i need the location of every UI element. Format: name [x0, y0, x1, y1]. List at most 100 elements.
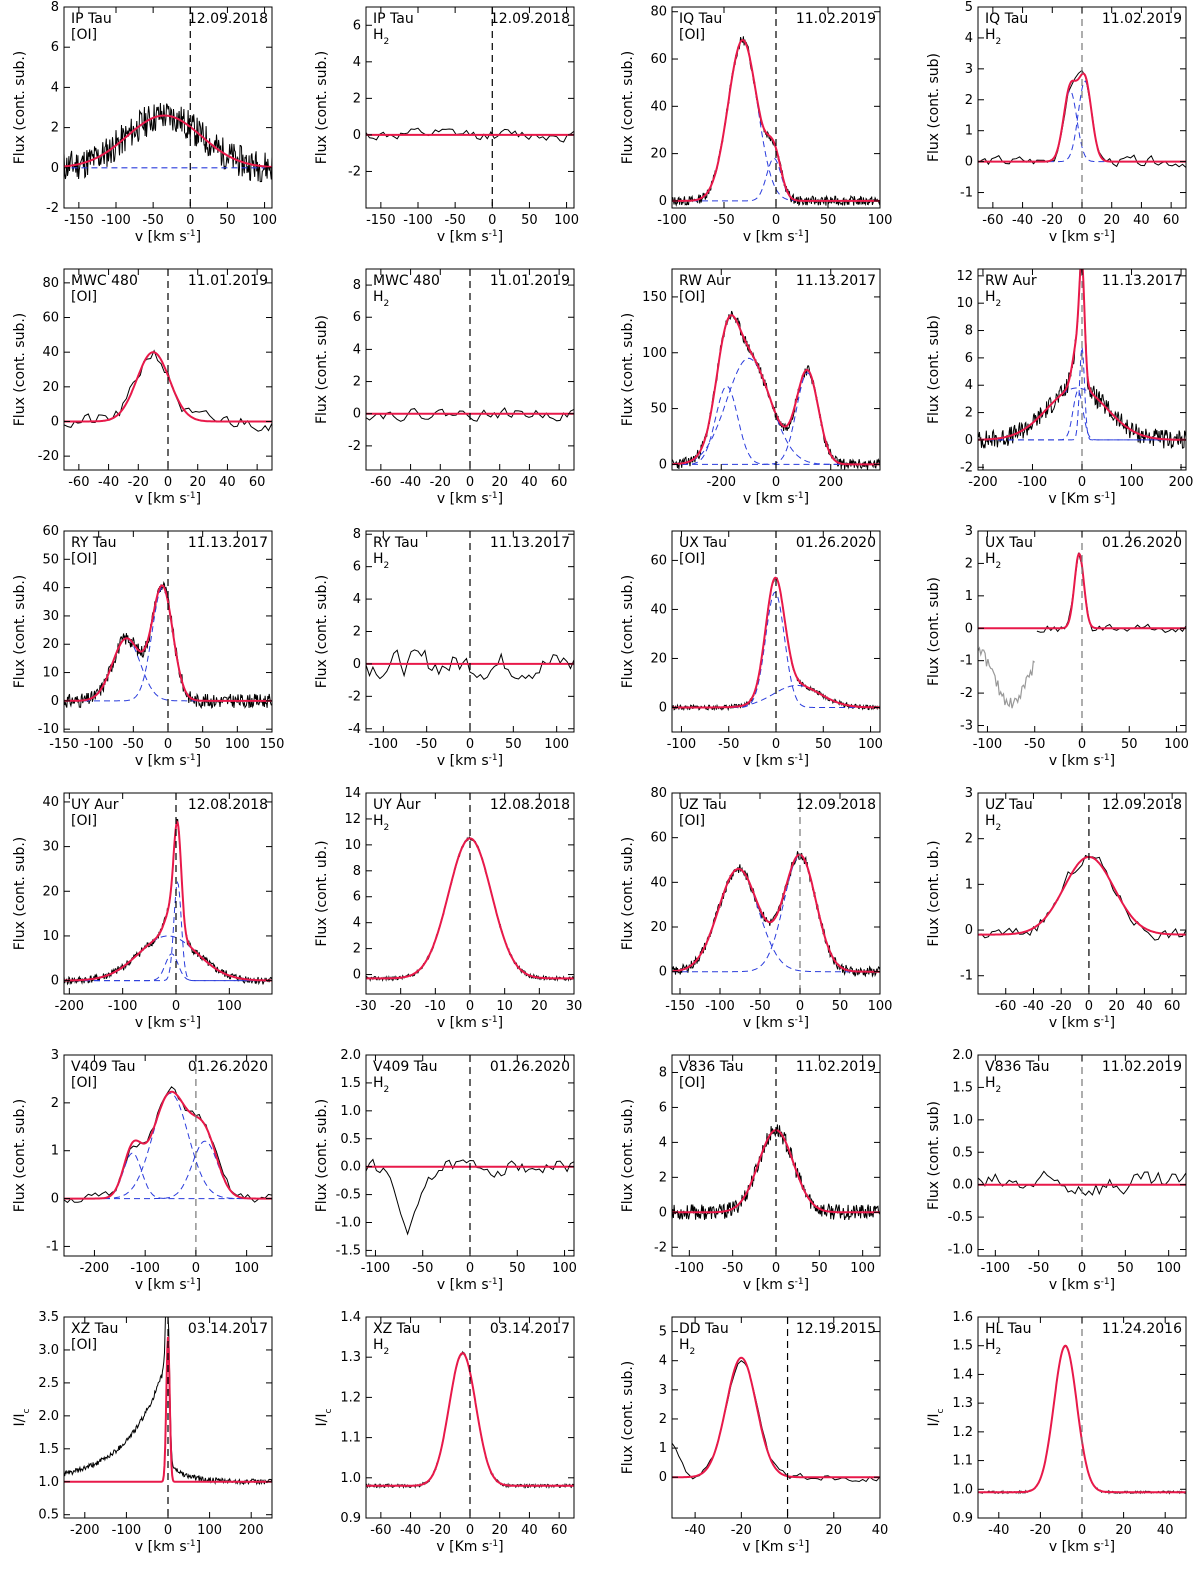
x-tick-label: 50: [521, 213, 538, 228]
x-tick-label: 100: [544, 737, 569, 752]
y-tick-label: 1.0: [38, 1475, 59, 1490]
y-tick-label: 0: [659, 965, 667, 980]
y-tick-label: 50: [42, 552, 59, 567]
x-tick-label: 20: [491, 1523, 508, 1538]
star-name-label: UY Aur: [71, 797, 119, 813]
x-tick-label: 60: [249, 475, 266, 490]
observed-spectrum: [64, 349, 272, 432]
plot-area: [978, 1317, 1186, 1518]
y-tick-label: 40: [42, 345, 59, 360]
x-tick-label: 0: [796, 999, 804, 1014]
x-tick-label: 100: [225, 737, 250, 752]
line-species-label: [OI]: [679, 813, 705, 829]
model-fit: [978, 552, 1186, 630]
x-tick-label: 100: [252, 213, 277, 228]
model-fit: [64, 584, 272, 702]
x-tick-label: 100: [850, 1261, 875, 1276]
x-tick-label: -200: [55, 999, 85, 1014]
gaussian-component-2: [672, 157, 880, 202]
x-tick-label: -60: [995, 999, 1016, 1014]
y-tick-label: 0: [51, 694, 59, 709]
y-tick-label: 2: [965, 832, 973, 847]
line-species-label: [OI]: [71, 289, 97, 305]
y-tick-label: 6: [965, 351, 973, 366]
x-tick-label: 0: [466, 475, 474, 490]
y-tick-label: 14: [344, 786, 361, 801]
y-tick-label: 0.5: [340, 1132, 361, 1147]
y-tick-label: 50: [650, 402, 667, 417]
x-tick-label: -200: [707, 475, 737, 490]
x-tick-label: -100: [675, 1261, 705, 1276]
x-tick-label: 0: [466, 737, 474, 752]
y-tick-label: 8: [51, 0, 59, 15]
y-tick-label: -0.5: [948, 1210, 973, 1225]
panel-uy-aur-oi: -200 -100 0 100 0 10 20 30 40 v [km s-1] Flux (con…: [12, 792, 273, 1031]
y-tick-label: 60: [650, 553, 667, 568]
x-tick-label: -40: [400, 475, 421, 490]
y-tick-label: 1.5: [952, 1080, 973, 1095]
x-tick-label: 20: [491, 475, 508, 490]
model-fit: [978, 856, 1186, 936]
x-tick-label: -50: [722, 1261, 743, 1276]
panel-ux-tau-oi: -100 -50 0 50 100 0 20 40 60 v [km s-1] Flux (cont…: [620, 530, 883, 769]
y-tick-label: 20: [42, 637, 59, 652]
y-tick-label: 1.1: [952, 1454, 973, 1469]
y-axis-title: Flux (cont. sub.): [12, 313, 28, 427]
y-tick-label: 0: [659, 1205, 667, 1220]
star-name-label: UX Tau: [679, 535, 727, 551]
plot-area: [978, 531, 1186, 732]
y-tick-label: 0: [51, 1192, 59, 1207]
y-tick-label: 2: [659, 1412, 667, 1427]
y-tick-label: 3: [965, 524, 973, 539]
line-species-label: H2: [373, 289, 389, 309]
x-axis-title: v [km s-1]: [1049, 1277, 1115, 1293]
observed-spectrum: [672, 851, 880, 978]
x-tick-label: 50: [1121, 737, 1138, 752]
x-tick-label: 50: [815, 737, 832, 752]
y-tick-label: 1.3: [340, 1350, 361, 1365]
x-tick-label: 40: [1136, 999, 1153, 1014]
y-tick-label: 2: [965, 93, 973, 108]
plot-area: [64, 1055, 272, 1256]
y-tick-label: 2: [965, 556, 973, 571]
y-tick-label: 2: [353, 625, 361, 640]
y-axis-title: Flux (cont. sub.): [12, 575, 28, 689]
y-tick-label: 3: [659, 1383, 667, 1398]
x-tick-label: 30: [566, 999, 583, 1014]
y-tick-label: 1.4: [340, 1310, 361, 1325]
y-axis-title: Flux (cont. sub.): [620, 313, 636, 427]
star-name-label: XZ Tau: [373, 1321, 420, 1337]
x-axis-title: v [km s-1]: [135, 1277, 201, 1293]
model-fit: [64, 351, 272, 423]
y-tick-label: 6: [353, 310, 361, 325]
model-fit: [978, 269, 1186, 441]
y-tick-label: 20: [42, 884, 59, 899]
x-tick-label: 40: [521, 475, 538, 490]
x-tick-label: 0: [192, 1261, 200, 1276]
star-name-label: RW Aur: [679, 273, 731, 289]
x-tick-label: -100: [112, 1523, 142, 1538]
y-tick-label: 1: [965, 877, 973, 892]
model-fit: [366, 1352, 574, 1487]
x-axis-title: v [km s-1]: [135, 753, 201, 769]
y-tick-label: 3: [965, 786, 973, 801]
x-tick-label: 150: [260, 737, 285, 752]
x-tick-label: 40: [1133, 213, 1150, 228]
model-fit: [64, 1090, 272, 1200]
x-tick-label: -10: [425, 999, 446, 1014]
y-tick-label: 1.5: [38, 1442, 59, 1457]
x-tick-label: -60: [370, 1523, 391, 1538]
y-axis-title: Flux (cont. sub.): [12, 837, 28, 951]
x-tick-label: 100: [217, 999, 242, 1014]
plot-area: [64, 7, 272, 208]
y-tick-label: 1.2: [340, 1390, 361, 1405]
observation-date-label: 11.02.2019: [796, 11, 876, 27]
star-name-label: IP Tau: [71, 11, 112, 27]
observation-date-label: 12.19.2015: [796, 1321, 876, 1337]
y-tick-label: 2.0: [952, 1048, 973, 1063]
line-species-label: H2: [985, 551, 1001, 571]
y-tick-label: 6: [51, 40, 59, 55]
